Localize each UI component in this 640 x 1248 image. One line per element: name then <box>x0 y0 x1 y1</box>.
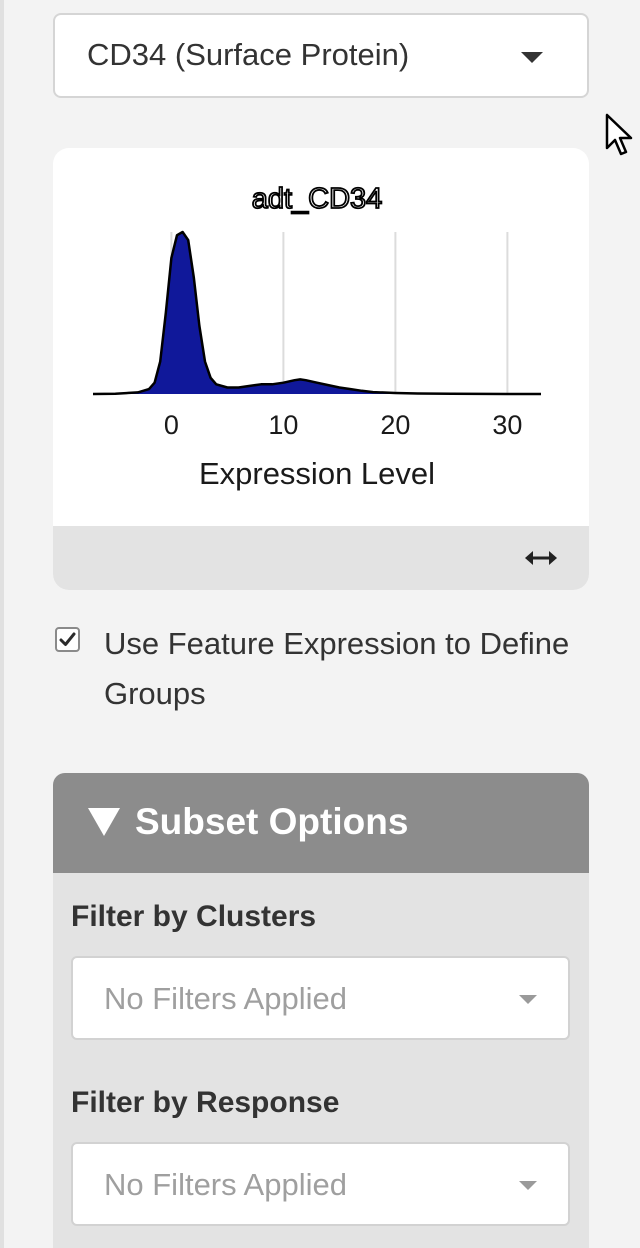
filter-response-placeholder: No Filters Applied <box>104 1167 347 1202</box>
subset-options-panel: Subset Options Filter by Clusters No Fil… <box>53 773 589 1248</box>
x-axis-ticks: 0 10 20 30 <box>164 410 523 440</box>
feature-dropdown[interactable]: CD34 (Surface Protein) <box>53 13 589 98</box>
density-plot: adt_CD34 0 10 20 30 Expression Level <box>92 182 541 491</box>
triangle-down-icon <box>88 808 120 836</box>
feature-expression-checkbox[interactable] <box>55 627 80 652</box>
chevron-down-icon <box>519 1181 537 1190</box>
filter-response-select[interactable]: No Filters Applied <box>71 1142 570 1226</box>
plot-resize-bar[interactable] <box>53 526 589 590</box>
x-tick-label: 30 <box>492 410 522 440</box>
filter-clusters-placeholder: No Filters Applied <box>104 981 347 1016</box>
panel-left-border <box>0 0 4 1248</box>
chart-title: adt_CD34 <box>252 183 383 215</box>
filter-clusters-label: Filter by Clusters <box>71 900 317 933</box>
feature-dropdown-value: CD34 (Surface Protein) <box>87 37 410 72</box>
feature-expression-groups-option[interactable]: Use Feature Expression to Define Groups <box>53 618 593 718</box>
x-tick-label: 0 <box>164 410 179 440</box>
chevron-down-icon <box>519 995 537 1004</box>
checkmark-icon <box>59 632 76 646</box>
x-axis-label: Expression Level <box>199 456 435 491</box>
x-tick-label: 10 <box>268 410 298 440</box>
subset-options-header[interactable]: Subset Options <box>53 773 589 873</box>
filter-clusters-select[interactable]: No Filters Applied <box>71 956 570 1040</box>
filter-response-label: Filter by Response <box>71 1086 340 1119</box>
density-line <box>92 230 541 396</box>
mouse-cursor-icon <box>605 113 633 156</box>
density-plot-card: adt_CD34 0 10 20 30 Expression Level <box>53 148 589 590</box>
x-tick-label: 20 <box>380 410 410 440</box>
subset-options-title: Subset Options <box>135 801 409 842</box>
density-area <box>93 232 541 394</box>
feature-expression-checkbox-label[interactable]: Use Feature Expression to Define Groups <box>104 626 570 711</box>
chevron-down-icon <box>521 52 543 63</box>
horizontal-resize-icon[interactable] <box>523 548 559 568</box>
plot-grid <box>170 232 509 394</box>
